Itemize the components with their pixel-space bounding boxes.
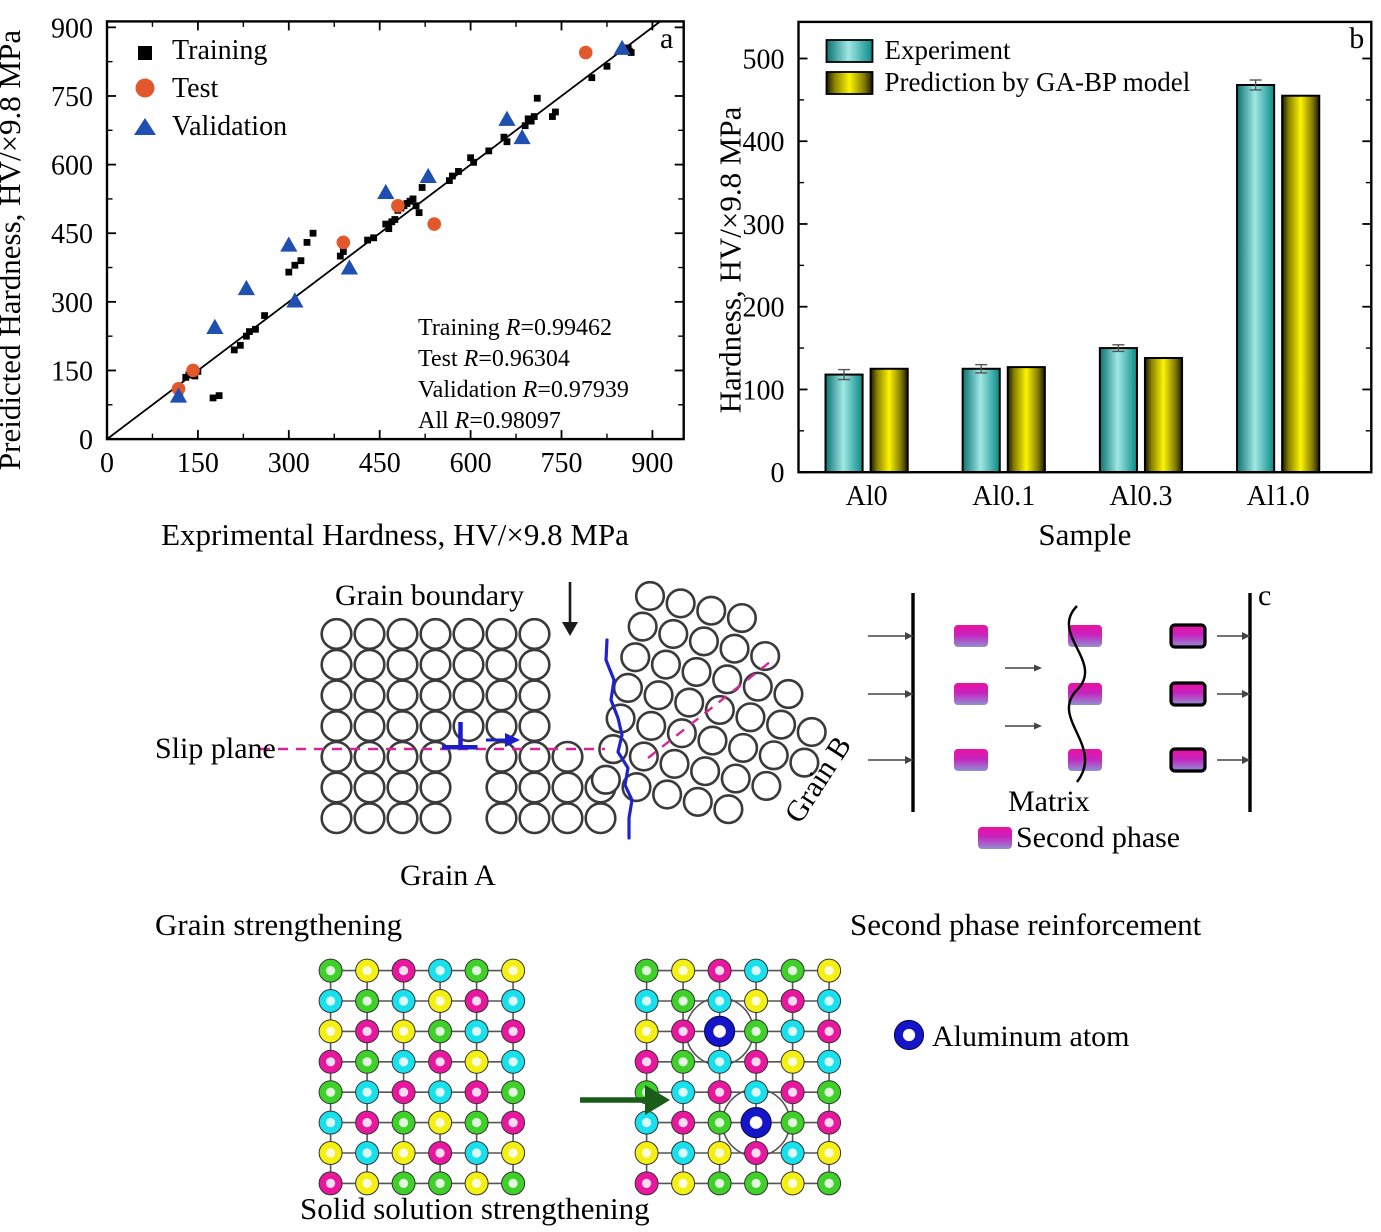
svg-text:Solid solution strengthening: Solid solution strengthening <box>300 1191 650 1226</box>
svg-text:Aluminum atom: Aluminum atom <box>932 1020 1130 1053</box>
svg-text:Grain boundary: Grain boundary <box>335 579 524 612</box>
svg-text:Grain strengthening: Grain strengthening <box>155 907 402 942</box>
svg-text:c: c <box>1258 579 1271 612</box>
svg-text:Grain A: Grain A <box>400 859 496 892</box>
svg-text:Second phase reinforcement: Second phase reinforcement <box>850 907 1202 942</box>
svg-text:Second phase: Second phase <box>1016 821 1180 854</box>
svg-text:Matrix: Matrix <box>1008 785 1090 818</box>
svg-text:Slip plane: Slip plane <box>155 732 276 765</box>
